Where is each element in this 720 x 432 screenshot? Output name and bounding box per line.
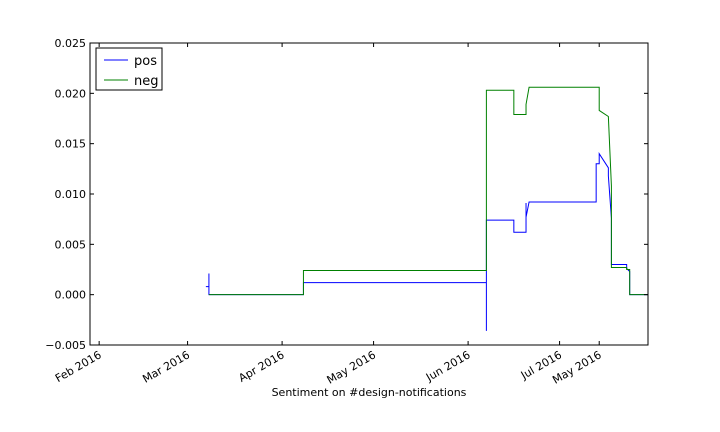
legend-box bbox=[95, 47, 163, 91]
y-tick-label: 0.005 bbox=[55, 238, 87, 251]
x-axis-label: Sentiment on #design-notifications bbox=[272, 386, 467, 399]
legend-label-neg: neg bbox=[134, 74, 159, 89]
y-tick-label: 0.010 bbox=[55, 188, 87, 201]
series-line-neg bbox=[208, 86, 648, 296]
y-tick-label: −0.005 bbox=[45, 339, 86, 352]
series-layer bbox=[205, 86, 648, 331]
y-tick-label: 0.000 bbox=[55, 289, 87, 302]
y-tick-label: 0.015 bbox=[55, 138, 87, 151]
y-tick-label: 0.020 bbox=[55, 87, 87, 100]
y-axis: −0.005 0.000 0.005 0.010 0.015 0.020 0.025 bbox=[45, 37, 648, 352]
y-tick-label: 0.025 bbox=[55, 37, 87, 50]
legend: pos neg bbox=[95, 47, 163, 91]
legend-label-pos: pos bbox=[134, 54, 157, 69]
